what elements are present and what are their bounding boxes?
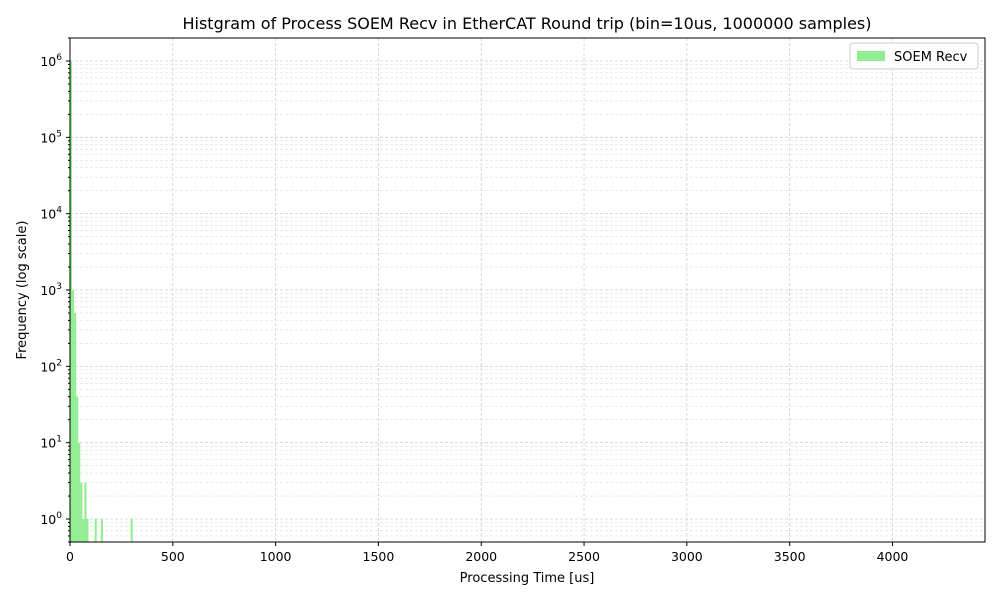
histogram-bar bbox=[80, 482, 83, 542]
x-axis-label: Processing Time [us] bbox=[460, 571, 595, 586]
x-tick-label: 4000 bbox=[877, 549, 909, 564]
y-tick-label: 104 bbox=[40, 206, 62, 222]
chart-title: Histgram of Process SOEM Recv in EtherCA… bbox=[182, 14, 871, 33]
grid bbox=[69, 37, 985, 543]
legend: SOEM Recv bbox=[849, 42, 979, 70]
histogram-bar bbox=[72, 290, 75, 542]
x-axis-ticks: 0 500 1000 1500 2000 2500 3000 3500 4000 bbox=[66, 542, 908, 564]
y-axis-label: Frequency (log scale) bbox=[15, 221, 30, 360]
y-tick-label: 103 bbox=[40, 282, 62, 298]
histogram-bar bbox=[76, 396, 79, 542]
histogram-bar bbox=[94, 519, 97, 542]
y-tick-label: 105 bbox=[40, 129, 62, 145]
histogram-bar bbox=[82, 519, 85, 542]
x-tick-label: 1500 bbox=[363, 549, 395, 564]
x-tick-label: 500 bbox=[161, 549, 185, 564]
y-tick-label: 100 bbox=[40, 511, 62, 527]
x-tick-label: 3500 bbox=[774, 549, 806, 564]
histogram-bar bbox=[84, 482, 87, 542]
histogram-bar bbox=[130, 519, 133, 542]
histogram-bar bbox=[86, 519, 89, 542]
legend-swatch bbox=[857, 51, 885, 61]
x-tick-label: 3000 bbox=[671, 549, 703, 564]
x-tick-label: 2500 bbox=[568, 549, 600, 564]
x-tick-label: 0 bbox=[66, 549, 74, 564]
legend-label-soem-recv: SOEM Recv bbox=[894, 50, 968, 65]
y-axis-ticks: 100 101 102 103 104 105 106 bbox=[40, 37, 70, 543]
y-tick-label: 102 bbox=[40, 358, 62, 374]
histogram-bars bbox=[70, 61, 133, 543]
x-tick-label: 1000 bbox=[260, 549, 292, 564]
y-tick-label: 106 bbox=[40, 53, 62, 69]
x-tick-label: 2000 bbox=[465, 549, 497, 564]
histogram-bar bbox=[78, 442, 81, 542]
histogram-bar bbox=[74, 312, 77, 542]
y-tick-label: 101 bbox=[40, 435, 62, 451]
histogram-bar bbox=[100, 519, 103, 542]
legend-frame bbox=[849, 42, 979, 70]
histogram-bar bbox=[70, 61, 73, 543]
